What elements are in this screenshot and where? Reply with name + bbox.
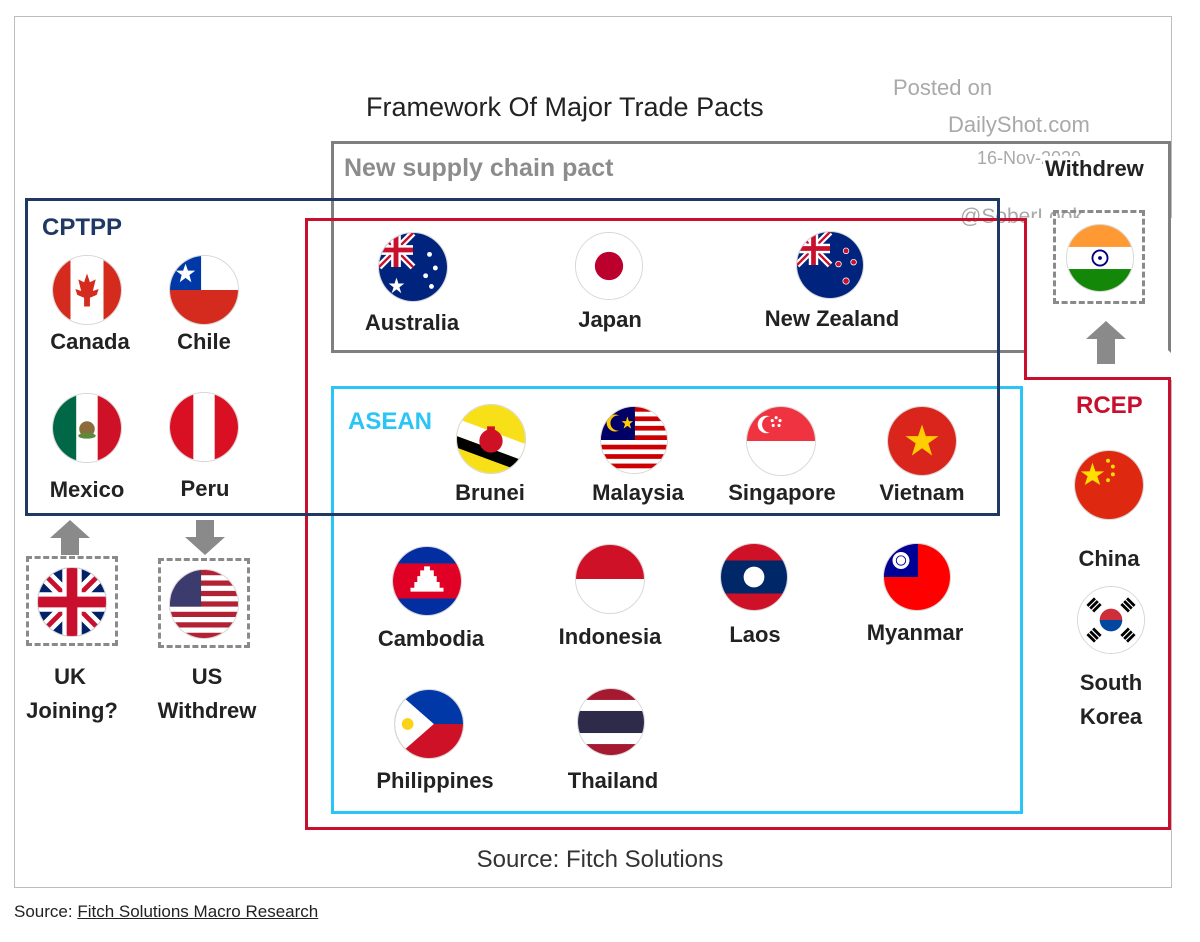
brunei-flag-icon (456, 404, 526, 474)
mexico-flag-icon (52, 393, 122, 463)
thailand-flag-icon (577, 688, 645, 756)
source-prefix: Source: (14, 902, 78, 921)
thailand-label: Thailand (567, 768, 659, 793)
vietnam-label: Vietnam (879, 480, 965, 505)
cambodia-flag-icon (392, 546, 462, 616)
singapore-flag-icon (746, 406, 816, 476)
brunei-label: Brunei (455, 480, 525, 505)
china-label: China (1078, 546, 1140, 571)
figure-source-caption: Source: Fitch Solutions (476, 846, 724, 873)
new-zealand-label: New Zealand (764, 306, 900, 331)
australia-label: Australia (364, 310, 460, 335)
australia-flag-icon (378, 232, 448, 302)
canada-label: Canada (50, 329, 130, 354)
asean-label: ASEAN (348, 408, 433, 435)
india-arrow-icon (1086, 321, 1126, 339)
withdrew-india-label: Withdrew (1043, 156, 1146, 182)
asean-box (331, 386, 1023, 814)
figure-frame (14, 16, 1172, 888)
new-zealand-flag-icon (796, 231, 864, 299)
rcep-box-notch-bottom (1024, 377, 1171, 380)
myanmar-label: Myanmar (866, 620, 964, 645)
malaysia-flag-icon (600, 406, 668, 474)
uk-dashed-box (26, 556, 118, 646)
cptpp-label: CPTPP (42, 214, 123, 241)
cptpp-box (25, 198, 1000, 516)
canada-flag-icon (52, 255, 122, 325)
us-withdrew-arrow-icon (185, 537, 225, 555)
vietnam-flag-icon (887, 406, 957, 476)
malaysia-label: Malaysia (592, 480, 684, 505)
uk-join-arrow-icon (50, 520, 90, 538)
rcep-box-notch-left (1024, 218, 1027, 378)
uk-label-line-2: Joining? (26, 698, 118, 723)
myanmar-flag-icon (883, 543, 951, 611)
south-korea-flag-icon (1077, 586, 1145, 654)
watermark-line-1: Posted on (893, 75, 993, 100)
cambodia-label: Cambodia (377, 626, 485, 651)
india-dashed-box (1053, 210, 1145, 304)
indonesia-flag-icon (575, 544, 645, 614)
philippines-flag-icon (394, 689, 464, 759)
chile-label: Chile (177, 329, 231, 354)
chile-flag-icon (169, 255, 239, 325)
south-korea-label-line-2: Korea (1079, 704, 1143, 729)
peru-label: Peru (180, 476, 230, 501)
watermark-line-2: DailyShot.com (948, 112, 1090, 137)
laos-label: Laos (729, 622, 781, 647)
uk-flag-icon (37, 567, 107, 637)
mexico-label: Mexico (49, 477, 125, 502)
japan-label: Japan (578, 307, 642, 332)
diagram-title: Framework Of Major Trade Pacts (366, 92, 764, 122)
peru-flag-icon (169, 392, 239, 462)
us-withdrew-arrow-stem (196, 520, 214, 538)
uk-join-arrow-stem (61, 537, 79, 555)
singapore-label: Singapore (728, 480, 836, 505)
rcep-box (305, 218, 1171, 830)
india-arrow-stem (1097, 338, 1115, 364)
us-label-line-2: Withdrew (157, 698, 257, 723)
japan-flag-icon (575, 232, 643, 300)
page-source-line: Source: Fitch Solutions Macro Research (14, 902, 318, 922)
india-flag-icon (1066, 224, 1134, 292)
rcep-label: RCEP (1076, 392, 1143, 419)
south-korea-label-line-1: South (1079, 670, 1143, 695)
new-supply-chain-pact-label: New supply chain pact (344, 154, 614, 182)
uk-label-line-1: UK (54, 664, 86, 689)
laos-flag-icon (720, 543, 788, 611)
philippines-label: Philippines (376, 768, 494, 793)
china-flag-icon (1074, 450, 1144, 520)
us-flag-icon (169, 569, 239, 639)
indonesia-label: Indonesia (558, 624, 662, 649)
us-label-line-1: US (191, 664, 223, 689)
us-dashed-box (158, 558, 250, 648)
new-supply-chain-pact-box-right (331, 141, 1171, 353)
source-link[interactable]: Fitch Solutions Macro Research (77, 902, 319, 921)
